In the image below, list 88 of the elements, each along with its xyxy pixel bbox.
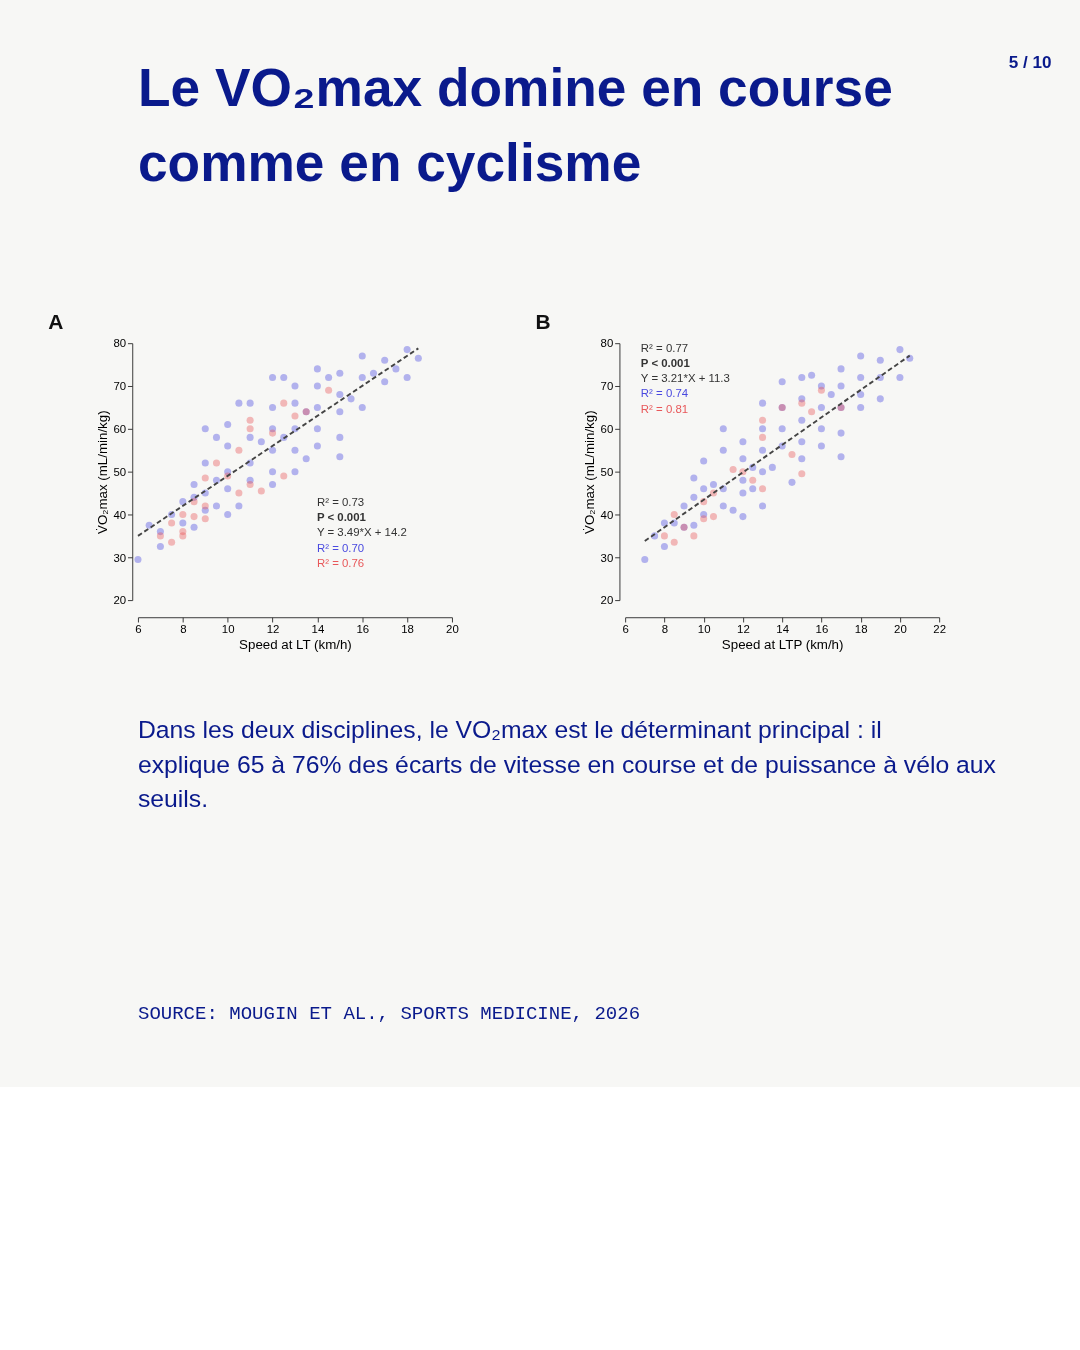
y-tick-label: 70 <box>113 380 127 393</box>
x-tick-label: 18 <box>854 622 868 635</box>
point <box>291 412 299 420</box>
point <box>759 433 767 441</box>
x-tick-label: 8 <box>180 622 187 635</box>
point <box>179 510 187 518</box>
point <box>246 416 254 424</box>
point <box>690 532 698 540</box>
x-tick-label: 14 <box>311 622 325 635</box>
point <box>156 532 164 540</box>
annotation: R² = 0.76 <box>316 556 365 569</box>
y-tick-label: 30 <box>600 551 614 564</box>
y-tick-label: 40 <box>113 508 127 521</box>
y-tick-label: 50 <box>113 465 127 478</box>
y-tick-label: 80 <box>600 337 614 350</box>
point <box>280 472 288 480</box>
x-tick-label: 10 <box>221 622 235 635</box>
x-tick-label: 20 <box>446 622 459 635</box>
x-axis-title: Speed at LTP (km/h) <box>721 637 844 653</box>
point <box>325 386 333 394</box>
x-tick-label: 6 <box>622 622 629 635</box>
annotation: R² = 0.74 <box>640 387 689 400</box>
x-tick-label: 22 <box>933 622 946 635</box>
point <box>235 489 243 497</box>
x-tick-label: 10 <box>697 622 711 635</box>
x-tick-label: 12 <box>737 622 750 635</box>
chart-title: A <box>48 309 64 333</box>
x-axis-title: Speed at LT (km/h) <box>239 637 352 653</box>
y-tick-label: 40 <box>600 508 614 521</box>
source-note: SOURCE: MOUGIN ET AL., SPORTS MEDICINE, 2026 <box>137 1002 641 1025</box>
point <box>798 470 806 478</box>
y-tick-label: 30 <box>113 551 127 564</box>
point <box>749 476 757 484</box>
point <box>759 416 767 424</box>
text: 5 / 10 <box>1008 53 1052 73</box>
text: Le VO₂max domine en course comme en cyclisme <box>137 58 893 192</box>
x-tick-label: 20 <box>894 622 907 635</box>
x-tick-label: 16 <box>815 622 829 635</box>
y-tick-label: 50 <box>600 465 614 478</box>
x-tick-label: 12 <box>266 622 280 635</box>
point <box>788 451 796 459</box>
point <box>670 510 678 518</box>
point <box>201 474 209 482</box>
annotation: R² = 0.73 <box>316 495 365 508</box>
annotation: R² = 0.77 <box>640 341 689 354</box>
chart-title: B <box>535 309 551 333</box>
y-tick-label: 70 <box>600 380 614 393</box>
annotation: R² = 0.81 <box>640 402 689 415</box>
y-tick-label: 60 <box>600 423 614 436</box>
point <box>201 502 209 510</box>
point <box>817 386 825 394</box>
x-tick-label: 16 <box>356 622 370 635</box>
annotation: R² = 0.70 <box>316 541 365 554</box>
point <box>168 538 176 546</box>
point <box>246 425 254 433</box>
text: Dans les deux disciplines, le VO₂max est le déterminant principal : il explique 65 à 76% des écarts de vitesse en course et de puissance à vélo aux seuils. <box>137 716 997 813</box>
y-tick-label: 20 <box>113 594 127 607</box>
annotation: P < 0.001 <box>640 356 691 369</box>
point <box>808 408 816 416</box>
y-axis-title: V̇O₂max (mL/min/kg) <box>94 410 110 534</box>
annotation: Y = 3.49*X + 14.2 <box>316 526 407 539</box>
point <box>660 532 668 540</box>
point <box>179 532 187 540</box>
point <box>798 399 806 407</box>
point <box>201 515 209 523</box>
point <box>759 485 767 493</box>
x-tick-label: 18 <box>401 622 414 635</box>
y-tick-label: 20 <box>600 594 614 607</box>
annotation: Y = 3.21*X + 11.3 <box>640 372 730 385</box>
x-tick-label: 14 <box>776 622 790 635</box>
point <box>280 399 288 407</box>
point <box>235 446 243 454</box>
point <box>246 480 254 489</box>
point <box>670 538 678 546</box>
point <box>257 487 265 495</box>
point <box>212 459 220 467</box>
y-tick-label: 60 <box>113 423 127 436</box>
point <box>729 466 737 474</box>
point <box>709 513 718 521</box>
x-tick-label: 6 <box>135 622 142 635</box>
x-tick-label: 8 <box>661 622 669 635</box>
point <box>168 519 176 527</box>
y-axis-title: V̇O₂max (mL/min/kg) <box>581 410 597 534</box>
annotation: P < 0.001 <box>316 511 367 524</box>
point <box>700 515 708 523</box>
point <box>269 429 277 437</box>
point <box>190 513 198 521</box>
y-tick-label: 80 <box>113 337 127 350</box>
